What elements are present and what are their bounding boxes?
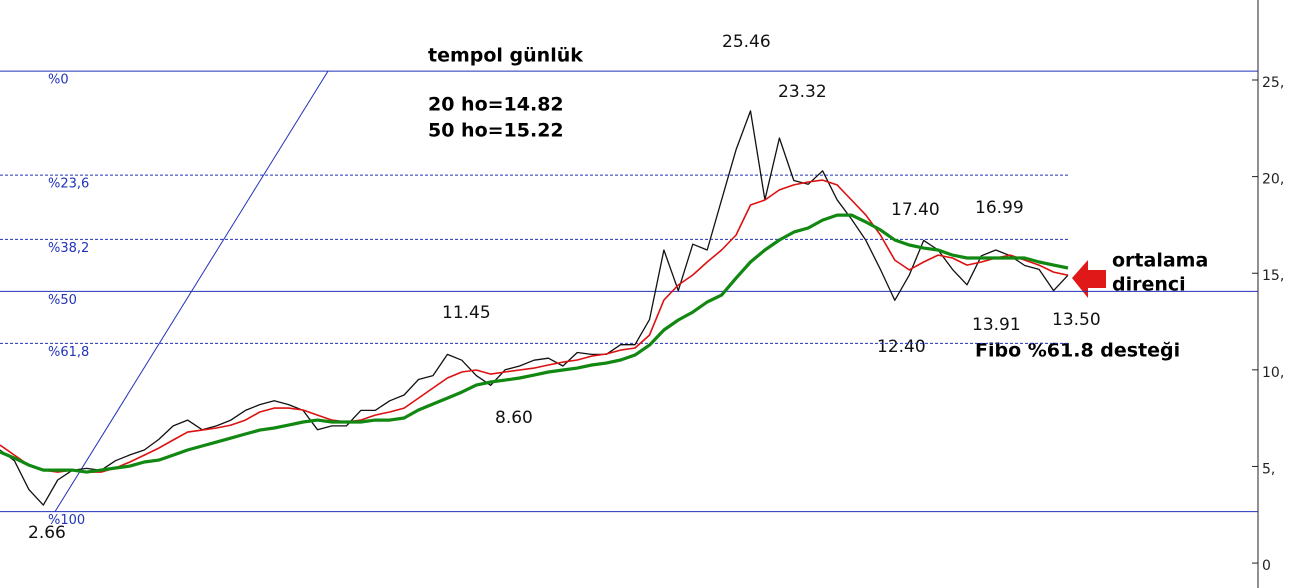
resistance-note: direnci <box>1112 274 1186 296</box>
y-tick-label: 15, <box>1262 268 1284 284</box>
price-label: 16.99 <box>975 198 1024 218</box>
price-label: 11.45 <box>442 303 491 323</box>
series-line <box>0 110 1069 506</box>
fib-label: %61,8 <box>48 345 89 360</box>
price-label: 13.50 <box>1052 310 1101 330</box>
fib-label: %50 <box>48 293 77 308</box>
fib-label: %38,2 <box>48 241 89 256</box>
price-label: 8.60 <box>495 408 533 428</box>
resistance-note: ortalama <box>1112 250 1208 272</box>
price-label: 17.40 <box>891 200 940 220</box>
ma50-note: 50 ho=15.22 <box>428 120 564 142</box>
price-label: 12.40 <box>877 337 926 357</box>
y-tick-label: 5, <box>1262 461 1275 477</box>
y-tick-label: 0 <box>1262 558 1271 574</box>
fib-swing <box>54 70 329 512</box>
fib-label: %100 <box>48 513 85 528</box>
y-tick-label: 10, <box>1262 365 1284 381</box>
fib-label: %0 <box>48 73 69 88</box>
price-label: 25.46 <box>722 32 771 52</box>
price-label: 23.32 <box>778 82 827 102</box>
series-line <box>0 213 1069 474</box>
series-line <box>0 179 1069 473</box>
ma20-note: 20 ho=14.82 <box>428 94 564 116</box>
fib-label: %23,6 <box>48 177 89 192</box>
y-tick-label: 25, <box>1262 75 1284 91</box>
arrow <box>1072 260 1106 298</box>
support-note: Fibo %61.8 desteği <box>975 340 1180 362</box>
price-label: 13.91 <box>972 315 1021 335</box>
title: tempol günlük <box>428 45 583 67</box>
y-tick-label: 20, <box>1262 172 1284 188</box>
price-label: 2.66 <box>28 523 66 543</box>
